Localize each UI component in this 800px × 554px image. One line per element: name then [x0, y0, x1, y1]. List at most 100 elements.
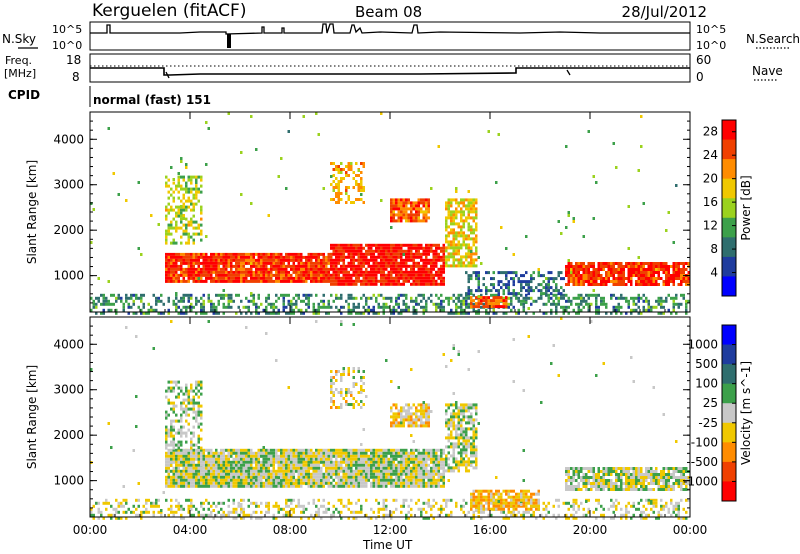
data-cell [327, 305, 330, 309]
data-cell [422, 282, 425, 286]
data-cell [527, 286, 530, 290]
data-cell [170, 507, 173, 511]
data-cell [282, 463, 285, 467]
data-cell [180, 208, 183, 212]
data-cell [362, 165, 365, 168]
data-cell [327, 276, 330, 280]
data-cell [367, 258, 370, 262]
data-cell [137, 504, 140, 508]
data-cell [347, 246, 350, 250]
data-cell [317, 498, 320, 502]
data-cell [192, 252, 195, 256]
data-cell [567, 516, 570, 520]
data-cell [567, 501, 570, 505]
data-cell [137, 498, 140, 502]
data-cell [332, 513, 335, 517]
data-cell [260, 448, 263, 452]
data-cell [250, 448, 253, 452]
data-cell [617, 265, 620, 268]
data-cell [422, 293, 425, 297]
data-cell [510, 513, 513, 517]
data-cell [572, 308, 575, 312]
data-cell [325, 311, 328, 315]
data-cell [662, 262, 665, 265]
data-cell [382, 258, 385, 262]
data-cell [100, 293, 103, 297]
data-cell [642, 504, 645, 508]
colorbar-segment [722, 237, 736, 258]
data-cell [382, 267, 385, 271]
data-cell [285, 466, 288, 470]
data-cell [377, 302, 380, 306]
data-cell [215, 305, 218, 309]
data-cell [637, 169, 640, 172]
data-cell [260, 258, 263, 262]
data-cell [220, 501, 223, 505]
data-cell [247, 299, 250, 303]
data-cell [472, 308, 475, 312]
data-cell [165, 238, 168, 242]
data-cell [620, 507, 623, 511]
nave-label: Nave [752, 64, 783, 78]
data-cell [400, 255, 403, 259]
data-cell [197, 469, 200, 473]
data-cell [260, 472, 263, 476]
data-cell [517, 292, 520, 296]
data-cell [465, 198, 468, 202]
data-cell [417, 293, 420, 297]
data-cell [327, 469, 330, 473]
data-cell [317, 311, 320, 315]
data-cell [282, 273, 285, 277]
data-cell [422, 264, 425, 268]
data-cell [625, 283, 628, 286]
data-cell [437, 513, 440, 517]
data-cell [632, 265, 635, 268]
data-cell [245, 472, 248, 476]
data-cell [185, 308, 188, 312]
data-cell [305, 460, 308, 464]
data-cell [362, 305, 365, 309]
data-cell [375, 270, 378, 274]
data-cell [470, 289, 473, 293]
data-cell [262, 279, 265, 283]
data-cell [252, 252, 255, 256]
data-cell [395, 246, 398, 250]
data-cell [297, 472, 300, 476]
data-cell [425, 501, 428, 505]
data-cell [685, 516, 688, 520]
data-cell [167, 264, 170, 268]
data-cell [337, 472, 340, 476]
data-cell [177, 305, 180, 309]
colorbar-segment [722, 276, 736, 297]
data-cell [267, 276, 270, 280]
data-cell [305, 466, 308, 470]
data-cell [330, 516, 333, 520]
data-cell [467, 190, 470, 193]
data-cell [275, 460, 278, 464]
data-cell [362, 189, 365, 192]
data-cell [552, 302, 555, 306]
data-cell [90, 513, 93, 517]
data-cell [190, 252, 193, 256]
data-cell [420, 270, 423, 274]
data-cell [165, 478, 168, 482]
data-cell [287, 311, 290, 315]
data-cell [215, 460, 218, 464]
data-cell [462, 311, 465, 315]
data-cell [425, 264, 428, 268]
data-cell [602, 265, 605, 268]
data-cell [685, 283, 688, 286]
data-cell [232, 299, 235, 303]
data-cell [257, 469, 260, 473]
data-cell [290, 466, 293, 470]
data-cell [282, 293, 285, 297]
data-cell [620, 296, 623, 300]
data-cell [312, 463, 315, 467]
data-cell [255, 148, 258, 151]
data-cell [197, 270, 200, 274]
data-cell [612, 516, 615, 520]
data-cell [667, 283, 670, 286]
data-cell [260, 460, 263, 464]
data-cell [610, 271, 613, 274]
data-cell [380, 293, 383, 297]
